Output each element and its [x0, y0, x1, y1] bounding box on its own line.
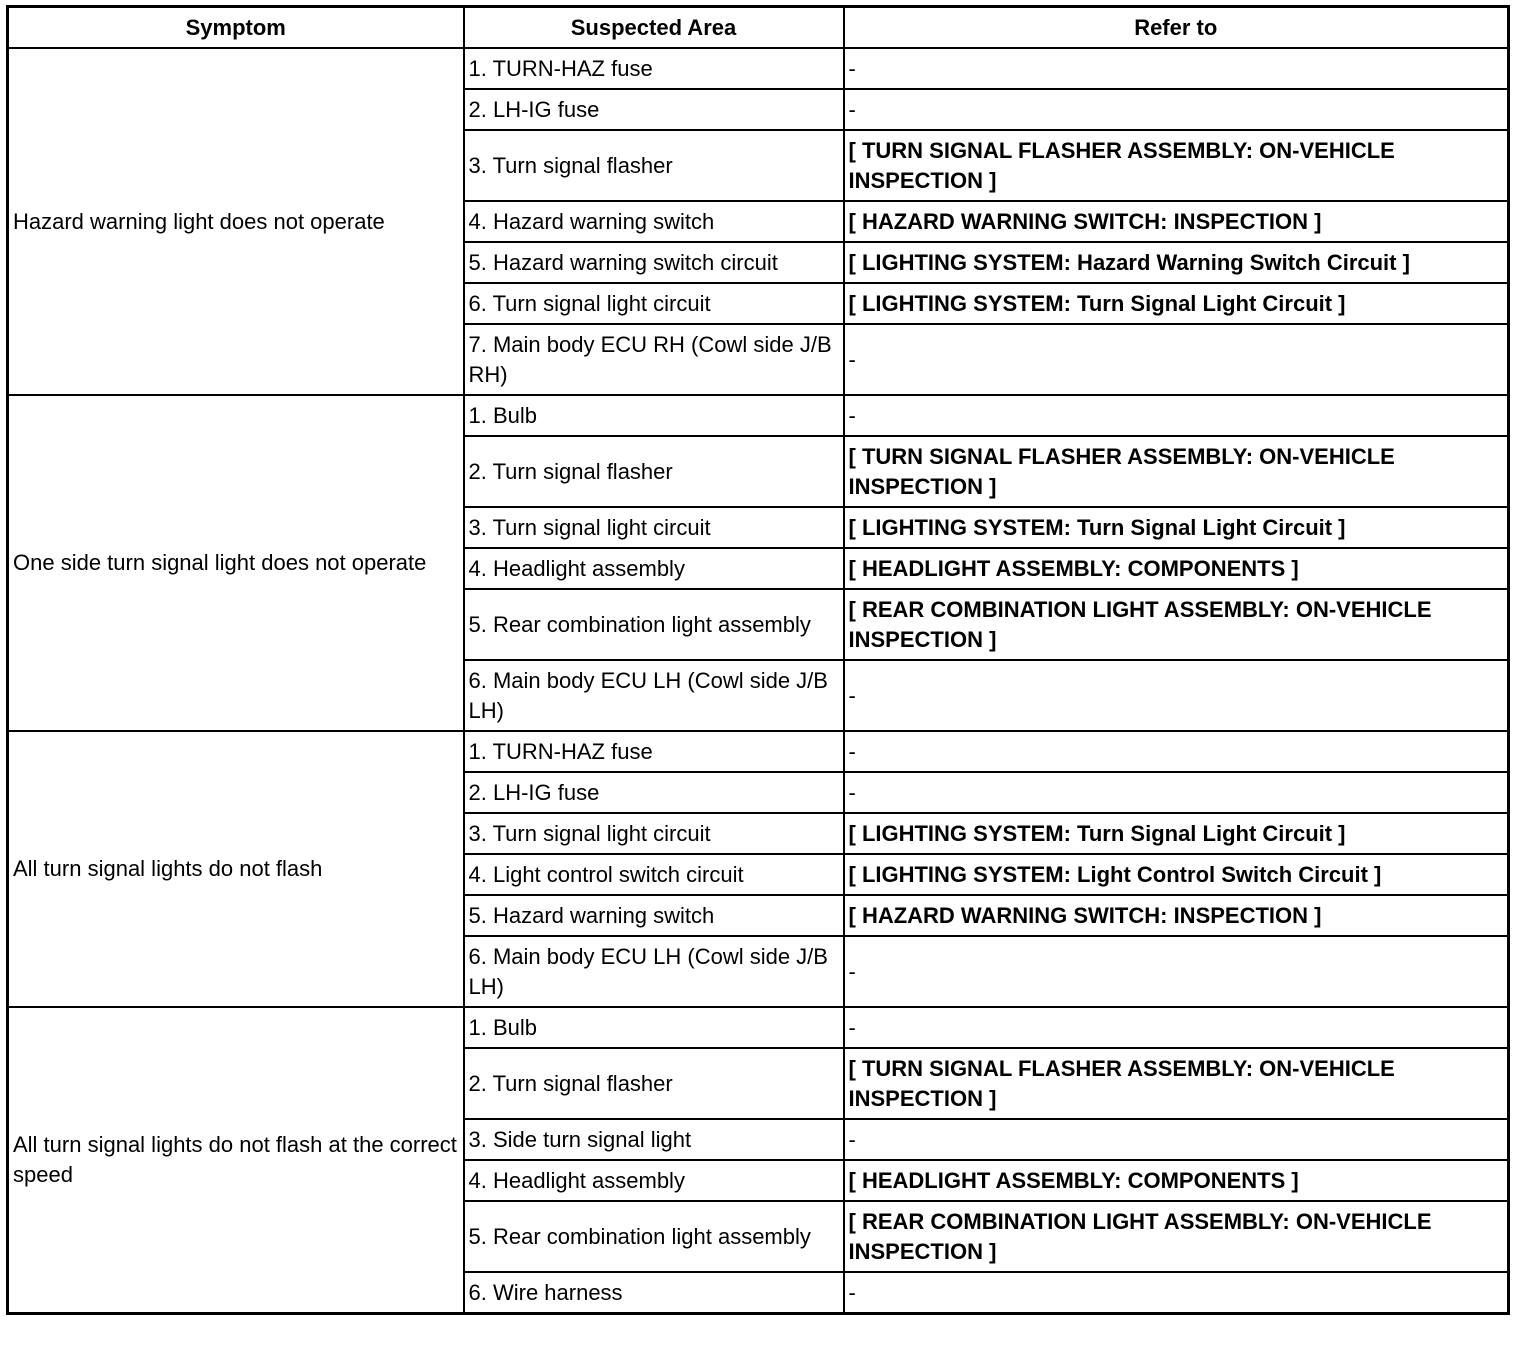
suspected-area-cell: 2. LH-IG fuse — [462, 88, 845, 131]
refer-to-link[interactable]: [ HAZARD WARNING SWITCH: INSPECTION ] — [842, 894, 1510, 937]
header-refer-to: Refer to — [842, 5, 1510, 49]
refer-to-cell: - — [842, 1118, 1510, 1161]
suspected-area-cell: 5. Rear combination light assembly — [462, 588, 845, 661]
refer-to-cell: - — [842, 88, 1510, 131]
refer-to-link[interactable]: [ REAR COMBINATION LIGHT ASSEMBLY: ON-VE… — [842, 1200, 1510, 1273]
refer-to-link[interactable]: [ LIGHTING SYSTEM: Turn Signal Light Cir… — [842, 812, 1510, 855]
suspected-area-cell: 1. TURN-HAZ fuse — [462, 730, 845, 773]
symptom-cell: Hazard warning light does not operate — [6, 47, 465, 396]
table-row: 6. Wire harness - — [8, 1271, 1510, 1315]
table-row: 5. Hazard warning switch circuit[ LIGHTI… — [8, 241, 1510, 284]
table-row: 4. Headlight assembly[ HEADLIGHT ASSEMBL… — [8, 547, 1510, 590]
header-symptom: Symptom — [6, 5, 465, 49]
refer-to-link[interactable]: [ TURN SIGNAL FLASHER ASSEMBLY: ON-VEHIC… — [842, 435, 1510, 508]
table-row: 6. Main body ECU LH (Cowl side J/B LH) - — [8, 659, 1510, 732]
refer-to-link[interactable]: [ TURN SIGNAL FLASHER ASSEMBLY: ON-VEHIC… — [842, 1047, 1510, 1120]
suspected-area-cell: 2. Turn signal flasher — [462, 1047, 845, 1120]
suspected-area-cell: 1. Bulb — [462, 394, 845, 437]
refer-to-link[interactable]: [ LIGHTING SYSTEM: Turn Signal Light Cir… — [842, 282, 1510, 325]
troubleshooting-table: Symptom Suspected Area Refer to Hazard w… — [6, 5, 1510, 1315]
table-row: 3. Turn signal flasher[ TURN SIGNAL FLAS… — [8, 129, 1510, 202]
suspected-area-cell: 3. Turn signal light circuit — [462, 506, 845, 549]
suspected-area-cell: 7. Main body ECU RH (Cowl side J/B RH) — [462, 323, 845, 396]
suspected-area-cell: 1. TURN-HAZ fuse — [462, 47, 845, 90]
table-row: All turn signal lights do not flash at t… — [6, 1006, 1510, 1315]
table-row: 3. Turn signal light circuit[ LIGHTING S… — [8, 812, 1510, 855]
table-row: 5. Hazard warning switch[ HAZARD WARNING… — [8, 894, 1510, 937]
refer-to-cell: - — [842, 659, 1510, 732]
table-row: 2. Turn signal flasher[ TURN SIGNAL FLAS… — [8, 435, 1510, 508]
refer-to-link[interactable]: [ HEADLIGHT ASSEMBLY: COMPONENTS ] — [842, 1159, 1510, 1202]
header-suspected-area: Suspected Area — [462, 5, 845, 49]
symptom-cell: All turn signal lights do not flash at t… — [6, 1006, 465, 1315]
table-row: 2. Turn signal flasher[ TURN SIGNAL FLAS… — [8, 1047, 1510, 1120]
table-row: 2. LH-IG fuse - — [8, 88, 1510, 131]
table-row: One side turn signal light does not oper… — [6, 394, 1510, 732]
refer-to-link[interactable]: [ LIGHTING SYSTEM: Hazard Warning Switch… — [842, 241, 1510, 284]
refer-to-cell: - — [842, 47, 1510, 90]
header-row: Symptom Suspected Area Refer to — [6, 5, 1510, 49]
table-row: 7. Main body ECU RH (Cowl side J/B RH) - — [8, 323, 1510, 396]
suspected-area-cell: 4. Headlight assembly — [462, 1159, 845, 1202]
refer-to-link[interactable]: [ TURN SIGNAL FLASHER ASSEMBLY: ON-VEHIC… — [842, 129, 1510, 202]
suspected-area-cell: 6. Wire harness — [462, 1271, 845, 1315]
suspected-area-cell: 3. Side turn signal light — [462, 1118, 845, 1161]
suspected-area-cell: 3. Turn signal flasher — [462, 129, 845, 202]
suspected-area-cell: 6. Turn signal light circuit — [462, 282, 845, 325]
table-row: 6. Turn signal light circuit[ LIGHTING S… — [8, 282, 1510, 325]
table-row: 6. Main body ECU LH (Cowl side J/B LH) - — [8, 935, 1510, 1008]
refer-to-cell: - — [842, 730, 1510, 773]
suspected-area-cell: 5. Rear combination light assembly — [462, 1200, 845, 1273]
refer-to-link[interactable]: [ HAZARD WARNING SWITCH: INSPECTION ] — [842, 200, 1510, 243]
suspected-area-cell: 6. Main body ECU LH (Cowl side J/B LH) — [462, 935, 845, 1008]
refer-to-cell: - — [842, 394, 1510, 437]
refer-to-cell: - — [842, 1271, 1510, 1315]
refer-to-link[interactable]: [ LIGHTING SYSTEM: Light Control Switch … — [842, 853, 1510, 896]
table-row: Hazard warning light does not operate 1. … — [6, 47, 1510, 396]
symptom-cell: All turn signal lights do not flash — [6, 730, 465, 1008]
table-row: 4. Headlight assembly[ HEADLIGHT ASSEMBL… — [8, 1159, 1510, 1202]
refer-to-cell: - — [842, 935, 1510, 1008]
refer-to-cell: - — [842, 1006, 1510, 1049]
table-body: Hazard warning light does not operate 1. … — [6, 47, 1510, 1315]
suspected-area-cell: 4. Light control switch circuit — [462, 853, 845, 896]
suspected-area-cell: 2. LH-IG fuse — [462, 771, 845, 814]
table-row: 5. Rear combination light assembly[ REAR… — [8, 1200, 1510, 1273]
table-row: 4. Light control switch circuit[ LIGHTIN… — [8, 853, 1510, 896]
suspected-area-cell: 6. Main body ECU LH (Cowl side J/B LH) — [462, 659, 845, 732]
refer-to-link[interactable]: [ HEADLIGHT ASSEMBLY: COMPONENTS ] — [842, 547, 1510, 590]
suspected-area-cell: 2. Turn signal flasher — [462, 435, 845, 508]
table-row: 3. Turn signal light circuit[ LIGHTING S… — [8, 506, 1510, 549]
table-row: 5. Rear combination light assembly[ REAR… — [8, 588, 1510, 661]
refer-to-link[interactable]: [ REAR COMBINATION LIGHT ASSEMBLY: ON-VE… — [842, 588, 1510, 661]
refer-to-link[interactable]: [ LIGHTING SYSTEM: Turn Signal Light Cir… — [842, 506, 1510, 549]
table-row: All turn signal lights do not flash 1. TU… — [6, 730, 1510, 1008]
suspected-area-cell: 1. Bulb — [462, 1006, 845, 1049]
suspected-area-cell: 5. Hazard warning switch circuit — [462, 241, 845, 284]
refer-to-cell: - — [842, 771, 1510, 814]
refer-to-cell: - — [842, 323, 1510, 396]
table-row: 3. Side turn signal light - — [8, 1118, 1510, 1161]
suspected-area-cell: 3. Turn signal light circuit — [462, 812, 845, 855]
suspected-area-cell: 4. Headlight assembly — [462, 547, 845, 590]
symptom-cell: One side turn signal light does not oper… — [6, 394, 465, 732]
table-row: 4. Hazard warning switch[ HAZARD WARNING… — [8, 200, 1510, 243]
suspected-area-cell: 4. Hazard warning switch — [462, 200, 845, 243]
suspected-area-cell: 5. Hazard warning switch — [462, 894, 845, 937]
table-row: 2. LH-IG fuse - — [8, 771, 1510, 814]
